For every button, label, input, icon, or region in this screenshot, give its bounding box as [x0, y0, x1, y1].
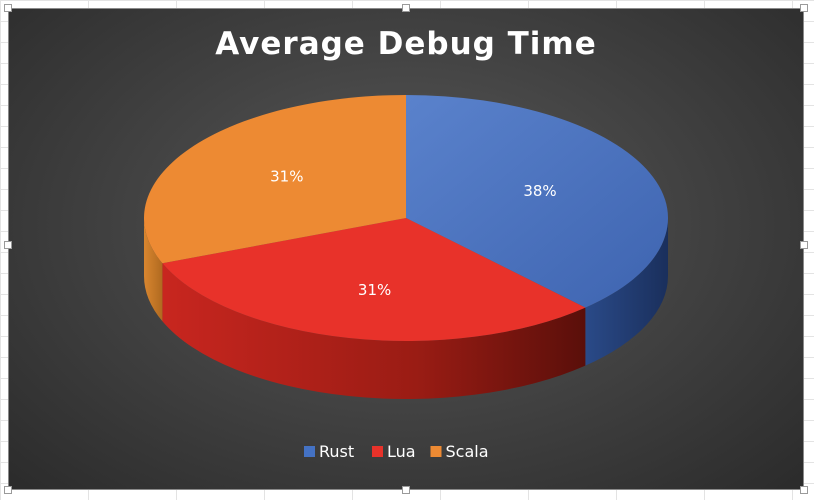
legend-label-scala: Scala [446, 442, 489, 461]
legend-item-scala[interactable]: Scala [430, 442, 489, 461]
chart-title: Average Debug Time [215, 26, 596, 62]
resize-handle-bottom[interactable] [402, 486, 410, 494]
resize-handle-top-left[interactable] [4, 4, 12, 12]
resize-handle-bottom-right[interactable] [800, 486, 808, 494]
resize-handle-left[interactable] [4, 241, 12, 249]
pie-side-rust [585, 218, 668, 366]
pie-side-lua [162, 263, 586, 400]
resize-handle-top[interactable] [402, 4, 410, 12]
pie-side-scala [144, 218, 163, 322]
pie-data-labels: 38% 31% 31% [270, 168, 557, 300]
legend-item-rust[interactable]: Rust [304, 442, 354, 461]
pie-slice-scala[interactable] [144, 95, 407, 264]
pie-slice-rust[interactable] [406, 95, 668, 308]
chart-legend: Rust Lua Scala [304, 442, 489, 461]
legend-swatch-rust [304, 446, 315, 457]
pie-side-walls [144, 218, 668, 400]
legend-swatch-lua [372, 446, 383, 457]
legend-swatch-scala [430, 446, 442, 457]
pie-top-faces [144, 95, 668, 341]
data-label-lua: 31% [358, 281, 391, 299]
resize-handle-bottom-left[interactable] [4, 486, 12, 494]
data-label-rust: 38% [523, 182, 556, 200]
resize-handle-right[interactable] [800, 241, 808, 249]
legend-label-rust: Rust [319, 442, 354, 461]
pie-slice-lua[interactable] [162, 218, 586, 341]
legend-item-lua[interactable]: Lua [372, 442, 416, 461]
resize-handle-top-right[interactable] [800, 4, 808, 12]
legend-label-lua: Lua [387, 442, 416, 461]
data-label-scala: 31% [270, 168, 303, 186]
